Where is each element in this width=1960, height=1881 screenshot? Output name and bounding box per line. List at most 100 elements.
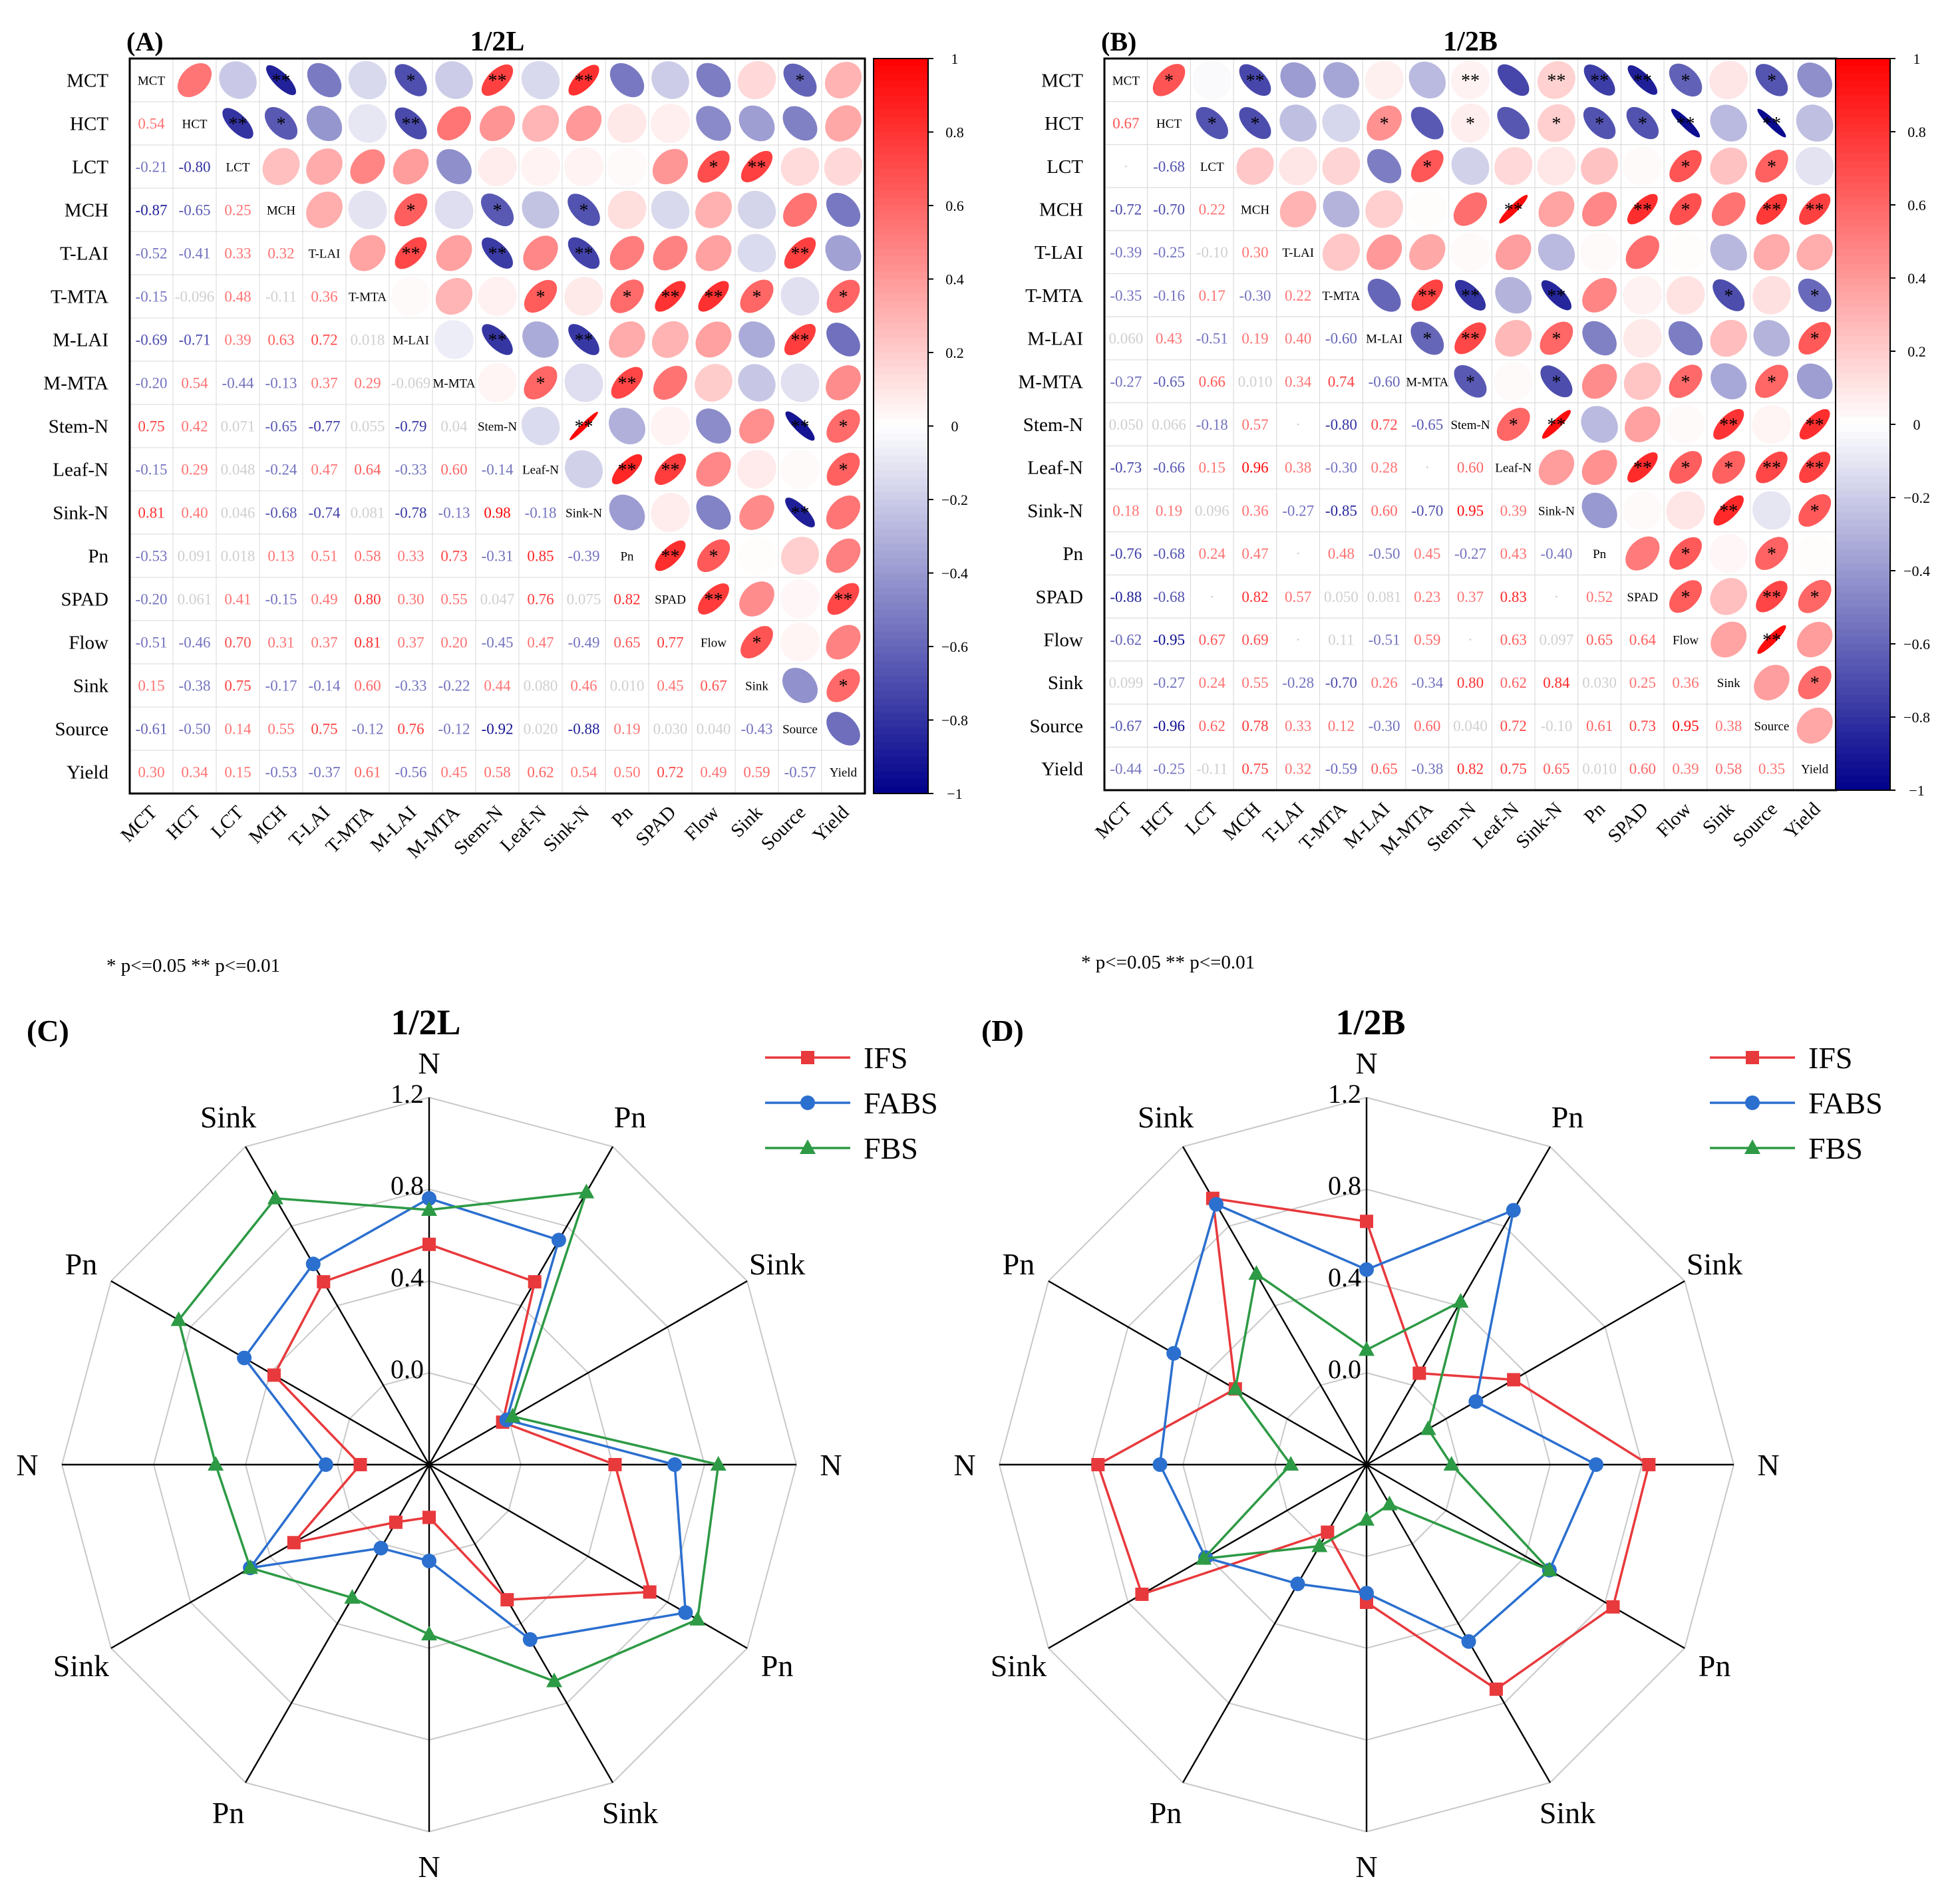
correlation-value: 0.19: [613, 721, 640, 738]
row-label: Leaf-N: [1027, 458, 1083, 479]
correlation-ellipse: [1582, 192, 1617, 227]
radar-point: [528, 1275, 542, 1289]
matrix-cell: [345, 663, 390, 708]
correlation-ellipse: [435, 277, 473, 315]
correlation-ellipse: [1669, 63, 1703, 97]
colorbar-band: [1836, 498, 1890, 506]
colorbar-band: [1836, 249, 1890, 257]
colorbar-band: [1836, 88, 1890, 96]
radar-axis-label: Sink: [1540, 1796, 1595, 1830]
correlation-value: 0.65: [1371, 761, 1397, 778]
correlation-value: 0.22: [1199, 201, 1225, 217]
correlation-ellipse: [1450, 60, 1490, 100]
radar-spoke: [110, 1463, 430, 1650]
correlation-value: 0.29: [354, 375, 381, 392]
radar-point: [237, 1350, 252, 1366]
correlation-value: 0.61: [1586, 718, 1613, 734]
correlation-value: -0.50: [179, 721, 211, 738]
matrix-cell: [1147, 704, 1191, 748]
radar-point: [1452, 1293, 1469, 1308]
correlation-value: -0.30: [1325, 460, 1357, 476]
matrix-cell: [345, 361, 390, 405]
correlation-value: -0.76: [1110, 545, 1142, 562]
column-label: Yield: [1780, 798, 1825, 843]
significance-mark: **: [1461, 329, 1480, 350]
significance-mark: *: [1767, 157, 1776, 178]
correlation-ellipse: [477, 362, 518, 403]
matrix-cell: [1104, 704, 1148, 748]
radar-point: [1091, 1458, 1105, 1471]
radar-point: [373, 1540, 389, 1556]
colorbar-band: [1836, 190, 1890, 198]
correlation-value: 0.19: [1241, 331, 1268, 347]
matrix-cell: [1190, 230, 1234, 275]
correlation-value: 0.13: [267, 548, 294, 565]
radar-point: [1321, 1525, 1335, 1539]
matrix-cell: [518, 447, 563, 492]
column-label: SPAD: [631, 801, 680, 850]
correlation-ellipse: [1367, 278, 1401, 312]
matrix-cell: [345, 750, 390, 794]
colorbar-band: [874, 330, 928, 339]
matrix-cell: [605, 706, 649, 751]
correlation-ellipse: [520, 146, 561, 187]
significance-mark: **: [1547, 415, 1565, 436]
correlation-value: -0.13: [438, 505, 470, 521]
colorbar-band: [874, 609, 928, 618]
correlation-value: -0.15: [136, 462, 168, 478]
correlation-value: 0.030: [1582, 674, 1617, 691]
matrix-cell: [216, 404, 260, 448]
correlation-ellipse: [1279, 146, 1318, 186]
matrix-cell: [259, 404, 303, 448]
radar-axis-label: N: [418, 1046, 440, 1080]
correlation-ellipse: [824, 61, 862, 99]
radar-point: [1507, 1373, 1521, 1387]
correlation-ellipse: [1796, 707, 1833, 744]
radar-point: [1196, 1550, 1212, 1565]
correlation-ellipse: [1711, 363, 1747, 400]
correlation-value: -0.60: [1325, 331, 1357, 347]
correlation-ellipse: [1495, 234, 1532, 270]
panel-title: 1/2B: [1443, 27, 1498, 57]
correlation-value: 0.44: [484, 678, 511, 694]
correlation-ellipse: [1756, 451, 1788, 484]
matrix-cell: [1233, 488, 1277, 533]
correlation-ellipse: [1280, 62, 1316, 98]
correlation-ellipse: [436, 149, 472, 184]
colorbar-band: [874, 580, 928, 589]
correlation-ellipse: [1756, 194, 1788, 225]
correlation-value: 0.59: [743, 764, 770, 781]
radar-point: [578, 1183, 595, 1199]
correlation-value: 0.096: [1195, 502, 1229, 519]
matrix-cell: [1663, 617, 1708, 662]
correlation-value: 0.29: [181, 462, 208, 478]
correlation-ellipse: [826, 625, 861, 660]
colorbar-band: [1836, 563, 1890, 571]
matrix-cell: [562, 533, 606, 578]
correlation-ellipse: [783, 63, 817, 97]
correlation-ellipse: [1755, 364, 1788, 398]
correlation-ellipse: [521, 61, 560, 100]
diagonal-label: Leaf-N: [1495, 462, 1532, 476]
correlation-ellipse: [1494, 147, 1533, 186]
correlation-value: -0.70: [1153, 201, 1185, 217]
matrix-cell: [1362, 488, 1406, 533]
colorbar-band: [874, 698, 928, 706]
correlation-value: 0.45: [657, 678, 683, 694]
correlation-ellipse: [1538, 191, 1575, 227]
correlation-value: 0.57: [1241, 416, 1268, 433]
significance-mark: **: [1806, 200, 1824, 220]
correlation-ellipse: [607, 190, 647, 229]
correlation-value: ·: [1554, 589, 1559, 605]
matrix-cell: [648, 577, 693, 621]
correlation-ellipse: [1450, 103, 1490, 143]
correlation-ellipse: [1627, 65, 1658, 95]
correlation-ellipse: [1495, 277, 1532, 314]
colorbar-band: [1836, 607, 1890, 615]
matrix-cell: [1104, 402, 1148, 446]
correlation-value: ·: [1424, 460, 1430, 476]
colorbar-band: [1836, 73, 1890, 81]
colorbar-band: [1836, 95, 1890, 103]
correlation-ellipse: [1799, 409, 1830, 440]
matrix-cell: [1104, 273, 1148, 317]
